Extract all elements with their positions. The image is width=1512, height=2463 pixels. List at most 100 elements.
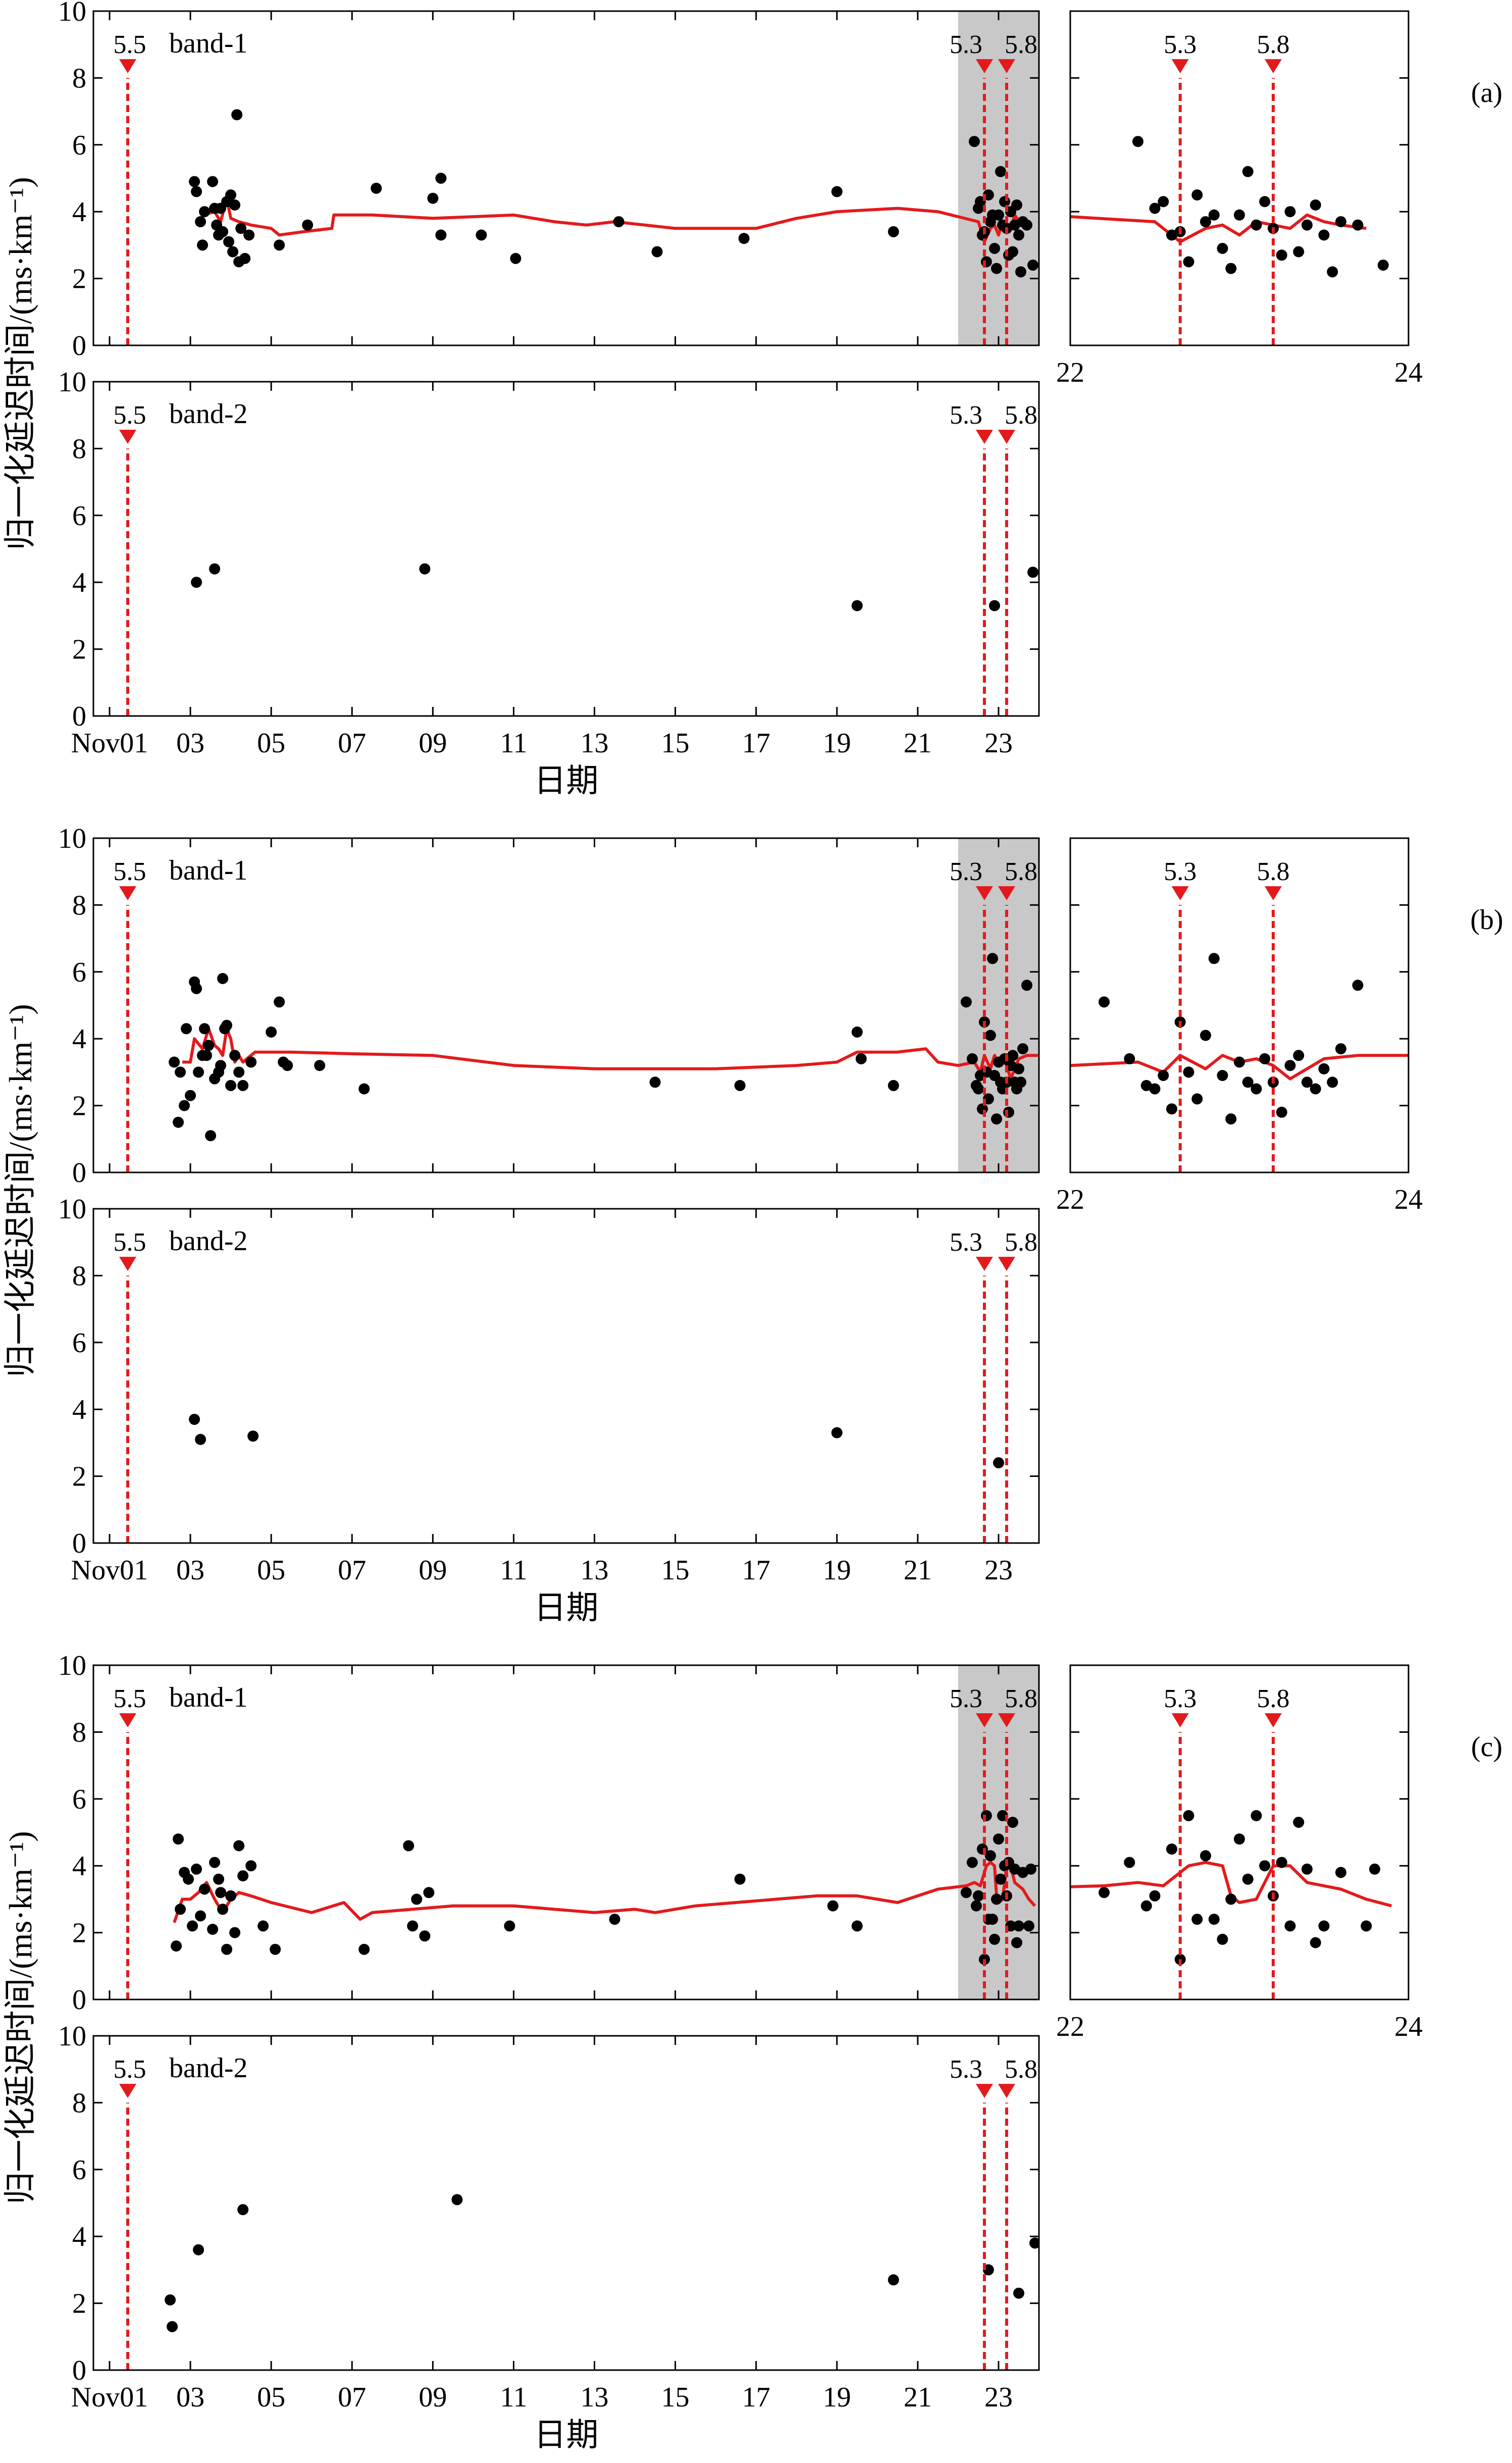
- g2b2-event-label: 5.3: [950, 2055, 982, 2084]
- g0b2-xtick-label: 09: [419, 728, 447, 759]
- g0z-point: [1149, 202, 1161, 214]
- g0b1-point: [510, 252, 522, 264]
- g1z-point: [1259, 1053, 1271, 1064]
- g1b1-point: [199, 1023, 211, 1035]
- g0b2-xtick-label: 05: [257, 728, 285, 759]
- g2b2-ytick-label: 4: [72, 2221, 86, 2252]
- g1b1-point: [1013, 1063, 1024, 1074]
- g0b1-point: [435, 173, 447, 184]
- g2b1-point: [187, 1920, 198, 1932]
- g2b1-point: [407, 1920, 419, 1932]
- g0b2-event-label: 5.8: [1005, 401, 1037, 430]
- g0z-point: [1166, 229, 1177, 241]
- g2b2-xtick-label: 23: [984, 2382, 1013, 2413]
- g1b1-point: [855, 1053, 867, 1064]
- g2b1-ytick-label: 4: [72, 1851, 86, 1882]
- g2b1-point: [995, 1873, 1006, 1885]
- g0b1-point: [968, 136, 980, 147]
- g0b1-ytick-label: 10: [58, 0, 86, 27]
- g2b2-point: [165, 2294, 176, 2305]
- g0z-point: [1276, 249, 1287, 261]
- g1b1-point: [215, 1060, 227, 1071]
- x-axis-title: 日期: [534, 2417, 599, 2453]
- g0b1-point: [1013, 229, 1024, 241]
- g2b1-event-marker: [998, 1713, 1015, 1728]
- g0b2-frame: [92, 381, 1040, 717]
- g2z-point: [1234, 1833, 1245, 1845]
- g2z-xtick-label: 22: [1056, 2011, 1084, 2042]
- g0b1-point: [738, 233, 750, 244]
- g0b2-point: [419, 563, 431, 575]
- g0z-point: [1301, 219, 1313, 231]
- g0b1-event-marker: [119, 59, 137, 74]
- g2b1-point: [970, 1900, 982, 1912]
- g0z-event-marker: [1171, 59, 1189, 74]
- g0b1-point: [195, 216, 206, 228]
- g0z-point: [1250, 219, 1262, 231]
- band-label: band-2: [169, 398, 248, 430]
- g1b2-xtick-label: 19: [823, 1555, 851, 1586]
- g0z-point: [1335, 216, 1346, 228]
- g1b1-ytick-label: 0: [72, 1157, 86, 1189]
- g1b1-point: [991, 1113, 1002, 1125]
- g2b1-event-label: 5.3: [950, 1684, 982, 1713]
- g1b2-xtick-label: 09: [419, 1555, 447, 1586]
- g2z-point: [1318, 1920, 1330, 1932]
- g2b1-point: [195, 1910, 206, 1922]
- g0b1-point: [199, 206, 211, 218]
- g2z-point: [1099, 1887, 1110, 1898]
- g0b1-event-label: 5.8: [1005, 30, 1037, 59]
- g2b1-point: [213, 1873, 225, 1885]
- g2b1-event-marker: [119, 1713, 137, 1728]
- g1b1-event-marker: [998, 886, 1015, 901]
- g2z-point: [1124, 1857, 1135, 1868]
- g0b1-ytick-label: 4: [72, 196, 86, 228]
- g2b1-point: [237, 1870, 249, 1882]
- panel-label: (b): [1470, 904, 1503, 936]
- g1z-point: [1352, 980, 1364, 991]
- g1b1-point: [1017, 1043, 1028, 1055]
- g2b2-point: [1029, 2237, 1039, 2249]
- g0z-frame: [1069, 10, 1410, 346]
- g1b1-point: [179, 1100, 190, 1111]
- g2z-point: [1217, 1933, 1228, 1945]
- g2z-point: [1149, 1890, 1161, 1902]
- g0z-point: [1208, 209, 1220, 221]
- g0b1-event-marker: [998, 59, 1015, 74]
- g0z-point: [1327, 266, 1338, 278]
- g2z-point: [1293, 1817, 1305, 1828]
- g1z-point: [1225, 1113, 1237, 1125]
- g1b1-point: [233, 1066, 245, 1078]
- g1z-xtick-label: 24: [1394, 1184, 1423, 1215]
- g0b2-point: [1027, 567, 1038, 578]
- g0z-xtick-label: 24: [1394, 357, 1423, 388]
- g1z-point: [1335, 1043, 1346, 1055]
- zoom-plot: 5.3 5.8 22 24: [1056, 1664, 1423, 2042]
- g1b1-point: [221, 1019, 233, 1031]
- g1z-point: [1310, 1083, 1321, 1095]
- g2z-point: [1166, 1843, 1177, 1855]
- g0b1-point: [993, 209, 1004, 221]
- g0b2-event-label: 5.5: [114, 401, 146, 430]
- g1z-point: [1318, 1063, 1330, 1074]
- g2b2-xtick-label: 21: [904, 2382, 932, 2413]
- g2b1-point: [960, 1887, 972, 1898]
- g1b2-xtick-label: 11: [500, 1555, 527, 1586]
- g0b2-event-marker: [119, 430, 137, 444]
- g0z-point: [1284, 206, 1296, 218]
- g0b2-xtick-label: Nov01: [71, 728, 148, 759]
- g2b1-point: [229, 1927, 241, 1938]
- g1b1-point: [1021, 980, 1032, 991]
- x-axis-title: 日期: [534, 1590, 599, 1626]
- g1z-point: [1183, 1066, 1194, 1078]
- g2z-event-label: 5.8: [1257, 1684, 1290, 1713]
- g2b1-point: [215, 1887, 227, 1898]
- g1z-trend-line: [1070, 1054, 1409, 1081]
- g1z-point: [1191, 1093, 1203, 1105]
- zoom-window-shade: [958, 11, 1039, 345]
- g0b1-point: [217, 226, 229, 237]
- g1b2-event-marker: [998, 1257, 1015, 1271]
- g0b2-xtick-label: 07: [338, 728, 366, 759]
- g2b1-event-label: 5.5: [114, 1684, 146, 1713]
